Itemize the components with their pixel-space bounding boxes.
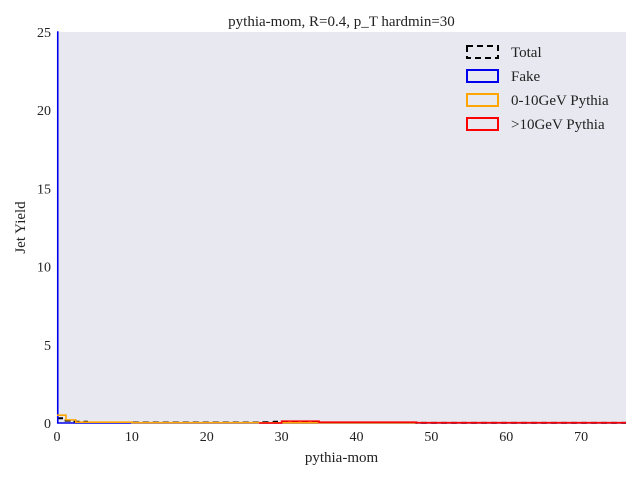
legend-swatch xyxy=(466,93,499,107)
x-axis-label: pythia-mom xyxy=(305,450,379,466)
legend-label: Fake xyxy=(511,69,541,85)
x-tick-label: 10 xyxy=(125,430,139,445)
series-line xyxy=(259,420,626,424)
plot-area xyxy=(57,32,626,423)
y-tick-label: 5 xyxy=(44,339,51,354)
x-tick-label: 60 xyxy=(499,430,513,445)
legend-label: >10GeV Pythia xyxy=(511,117,605,133)
x-tick-label: 70 xyxy=(574,430,588,445)
y-axis-ticks: 0 5 10 15 20 25 xyxy=(37,26,51,432)
legend-swatch xyxy=(466,69,499,83)
y-tick-label: 15 xyxy=(37,182,51,197)
y-tick-label: 25 xyxy=(37,26,51,41)
legend: Total Fake 0-10GeV Pythia >10GeV Pythia xyxy=(466,45,609,133)
x-axis-ticks: 0 10 20 30 40 50 60 70 xyxy=(54,430,589,445)
y-tick-label: 10 xyxy=(37,261,51,276)
x-tick-label: 0 xyxy=(54,430,61,445)
x-tick-label: 40 xyxy=(349,430,363,445)
y-tick-label: 20 xyxy=(37,104,51,119)
y-axis-label: Jet Yield xyxy=(13,201,29,254)
legend-label: 0-10GeV Pythia xyxy=(511,93,609,109)
y-tick-label: 0 xyxy=(44,417,51,432)
x-tick-label: 50 xyxy=(424,430,438,445)
legend-swatch xyxy=(466,117,499,131)
legend-swatch xyxy=(466,45,499,59)
legend-label: Total xyxy=(511,45,542,61)
x-tick-label: 20 xyxy=(200,430,214,445)
series-layer xyxy=(56,31,626,424)
chart-title: pythia-mom, R=0.4, p_T hardmin=30 xyxy=(228,14,455,30)
x-tick-label: 30 xyxy=(275,430,289,445)
